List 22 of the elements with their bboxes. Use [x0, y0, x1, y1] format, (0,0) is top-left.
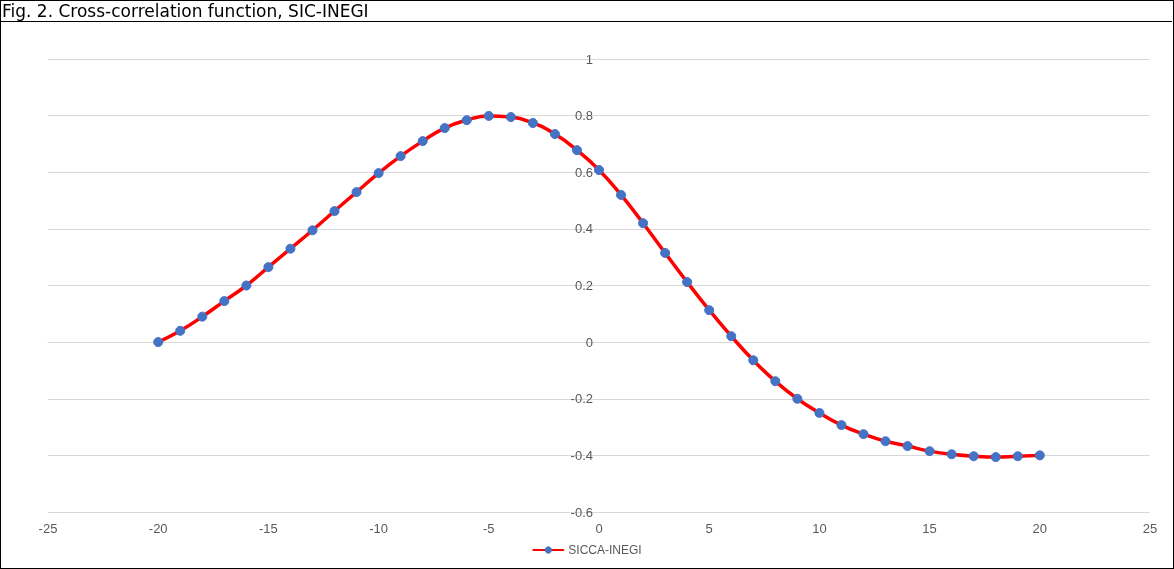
y-tick-label: 1 [585, 51, 593, 67]
x-tick-label: -5 [483, 521, 495, 536]
x-tick-label: -20 [148, 521, 168, 536]
chart-title: Fig. 2. Cross-correlation function, SIC-INEGI [0, 0, 1172, 22]
y-tick-label: 0.8 [574, 108, 593, 124]
y-tick-label: 0.2 [574, 278, 593, 293]
x-tick-label: -25 [38, 521, 58, 536]
y-tick-label: -0.4 [570, 447, 593, 463]
x-tick-label: 5 [705, 521, 713, 536]
legend-label: SICCA-INEGI [568, 543, 642, 557]
x-tick-label: 15 [922, 521, 937, 536]
y-tick-label: 0.6 [574, 164, 593, 180]
x-tick-label: 20 [1032, 521, 1048, 536]
x-tick-label: 25 [1142, 521, 1158, 536]
x-tick-label: -10 [369, 521, 388, 536]
y-tick-label: -0.2 [570, 391, 593, 407]
y-tick-label: -0.6 [570, 504, 593, 520]
y-tick-label: 0.4 [574, 221, 593, 237]
x-tick-label: 0 [595, 521, 603, 536]
y-tick-label: 0 [585, 334, 593, 350]
x-tick-label: -15 [259, 521, 278, 536]
x-tick-label: 10 [812, 521, 827, 536]
